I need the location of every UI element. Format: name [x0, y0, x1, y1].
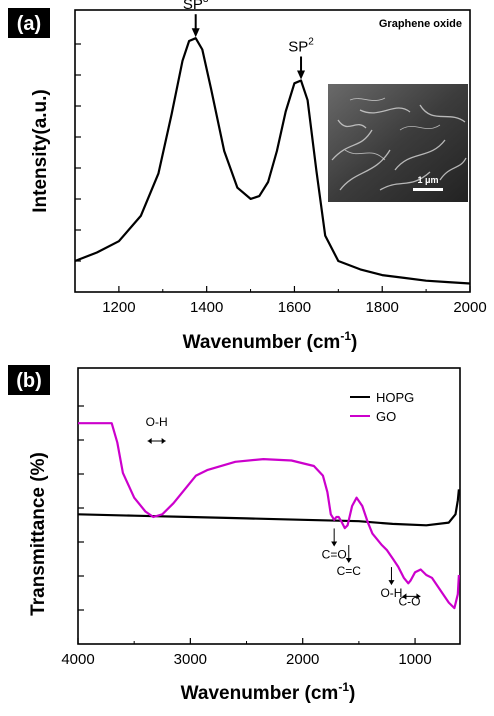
x-tick-label: 4000 — [61, 651, 94, 668]
panel-a-xlabel-end: ) — [351, 332, 357, 353]
x-tick-label: 2000 — [286, 651, 319, 668]
panel-b-xlabel: Wavenumber (cm-1) — [181, 680, 356, 704]
legend-label-go: GO — [376, 409, 396, 424]
panel-b-label: (b) — [16, 370, 42, 392]
x-tick-label: 3000 — [174, 651, 207, 668]
panel-a-xlabel-sup: -1 — [340, 329, 351, 343]
panel-b-xticks: 4000 3000 2000 1000 — [61, 638, 432, 668]
x-tick-label: 1600 — [278, 299, 311, 316]
panel-a-xlabel: Wavenumber (cm-1) — [183, 329, 358, 353]
panel-a-ylabel: Intensity(a.u.) — [30, 89, 51, 213]
panel-a-inset-title: Graphene oxide — [379, 18, 462, 30]
panel-b-label-box — [8, 365, 50, 395]
panel-b-ylabel: Transmittance (%) — [28, 452, 49, 616]
annotation-arrowhead — [345, 558, 352, 563]
panel-a-xlabel-main: Wavenumber (cm — [183, 332, 341, 353]
annotation-label: C-O — [398, 594, 420, 608]
sem-inset-image — [328, 84, 468, 202]
annotation-label: C=C — [337, 564, 362, 578]
panel-b-xlabel-sup: -1 — [338, 680, 349, 694]
panel-b: (b) HOPG GO 4000 3000 2000 1000 O-H C=O C=C O-… — [8, 365, 461, 704]
x-tick-label: 1800 — [366, 299, 399, 316]
legend-label-hopg: HOPG — [376, 390, 414, 405]
annotation-label: C=O — [322, 547, 347, 561]
panel-b-frame — [77, 367, 461, 645]
series-line-go — [78, 422, 460, 610]
x-tick-label: 1400 — [190, 299, 223, 316]
panel-a-label-box — [8, 8, 50, 38]
x-tick-label: 1200 — [102, 299, 135, 316]
annotation-label: SP3 — [183, 0, 209, 13]
annotation-arrowhead — [297, 70, 306, 80]
annotation-arrowhead — [388, 580, 395, 586]
x-tick-label: 2000 — [453, 299, 486, 316]
panel-b-yticks — [78, 405, 84, 611]
sem-scale-bar-label: 1 μm — [417, 175, 438, 185]
panel-a-series — [74, 37, 471, 285]
panel-b-legend: HOPG GO — [350, 390, 414, 424]
panel-a: (a) Graphene oxide 1 μm 1200 1400 1600 1800… — [8, 0, 487, 353]
panel-a-label: (a) — [17, 13, 41, 35]
series-line-hopg — [77, 489, 460, 527]
x-tick-label: 1000 — [398, 651, 431, 668]
panel-b-series — [77, 422, 460, 610]
panel-b-annotations: O-HC=OC=CO-HC-O — [146, 415, 421, 608]
annotation-label: O-H — [380, 586, 402, 600]
series-line-0 — [74, 37, 471, 285]
annotation-arrowhead — [191, 28, 200, 38]
panel-a-annotations: SP3 SP2 — [183, 0, 314, 80]
panel-a-frame — [74, 9, 471, 293]
annotation-arrowhead — [402, 593, 421, 600]
panel-b-xlabel-end: ) — [349, 683, 355, 704]
panel-b-xlabel-main: Wavenumber (cm — [181, 683, 339, 704]
panel-a-xticks: 1200 1400 1600 1800 2000 — [102, 286, 487, 316]
annotation-label: O-H — [146, 415, 168, 429]
panel-a-yticks — [75, 43, 81, 262]
annotation-arrowhead — [147, 437, 166, 444]
annotation-label: SP2 — [288, 37, 314, 56]
annotation-arrowhead — [331, 541, 338, 547]
